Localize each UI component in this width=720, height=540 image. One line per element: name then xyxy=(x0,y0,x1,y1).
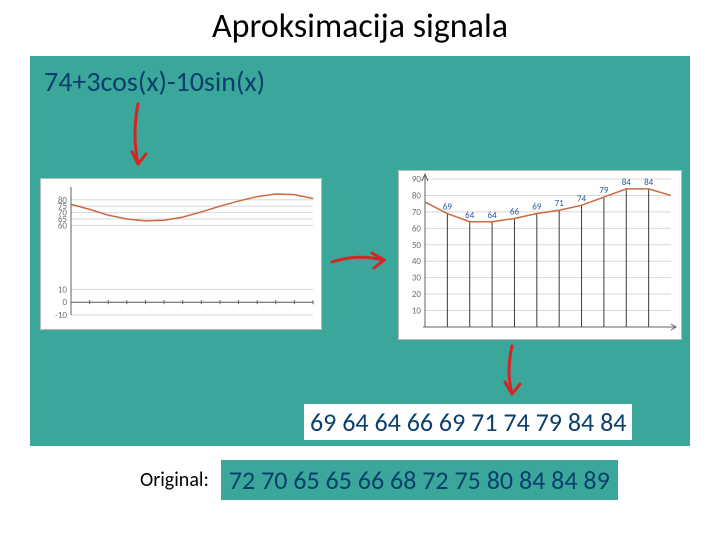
svg-text:79: 79 xyxy=(599,185,609,196)
svg-text:71: 71 xyxy=(555,198,565,209)
svg-text:64: 64 xyxy=(465,210,475,221)
svg-text:20: 20 xyxy=(412,289,422,300)
slide: Aproksimacija signala 74+3cos(x)-10sin(x… xyxy=(0,0,720,540)
svg-text:10: 10 xyxy=(412,306,422,317)
svg-text:-10: -10 xyxy=(55,310,67,321)
svg-text:74: 74 xyxy=(577,193,587,204)
svg-text:69: 69 xyxy=(532,202,542,213)
svg-text:80: 80 xyxy=(58,195,68,206)
svg-text:10: 10 xyxy=(58,284,68,295)
arrow-left-to-right xyxy=(330,246,390,276)
svg-text:84: 84 xyxy=(644,177,654,188)
page-title: Aproksimacija signala xyxy=(0,6,720,47)
svg-text:60: 60 xyxy=(412,223,422,234)
svg-text:30: 30 xyxy=(412,273,422,284)
original-row: Original: 72 70 65 65 66 68 72 75 80 84 … xyxy=(140,460,618,500)
svg-text:64: 64 xyxy=(488,210,498,221)
original-label: Original: xyxy=(140,468,209,492)
chart-right: 10 20 30 40 50 60 70 80 90 69 64 64 66 69 71 74 79 84 84 xyxy=(398,170,682,340)
svg-text:80: 80 xyxy=(412,190,422,201)
svg-text:40: 40 xyxy=(412,256,422,267)
arrow-right-to-values xyxy=(498,344,528,402)
chart-left: -100106065707580 xyxy=(40,178,322,330)
svg-text:69: 69 xyxy=(443,202,453,213)
svg-text:0: 0 xyxy=(62,297,67,308)
svg-text:70: 70 xyxy=(412,207,422,218)
svg-text:66: 66 xyxy=(510,206,520,217)
svg-text:90: 90 xyxy=(412,174,422,185)
svg-text:84: 84 xyxy=(622,177,632,188)
original-values: 72 70 65 65 66 68 72 75 80 84 84 89 xyxy=(221,460,618,500)
arrow-formula-to-chart xyxy=(120,102,160,174)
sampled-values: 69 64 64 66 69 71 74 79 84 84 xyxy=(304,404,632,440)
svg-text:50: 50 xyxy=(412,240,422,251)
formula-text: 74+3cos(x)-10sin(x) xyxy=(44,64,265,99)
